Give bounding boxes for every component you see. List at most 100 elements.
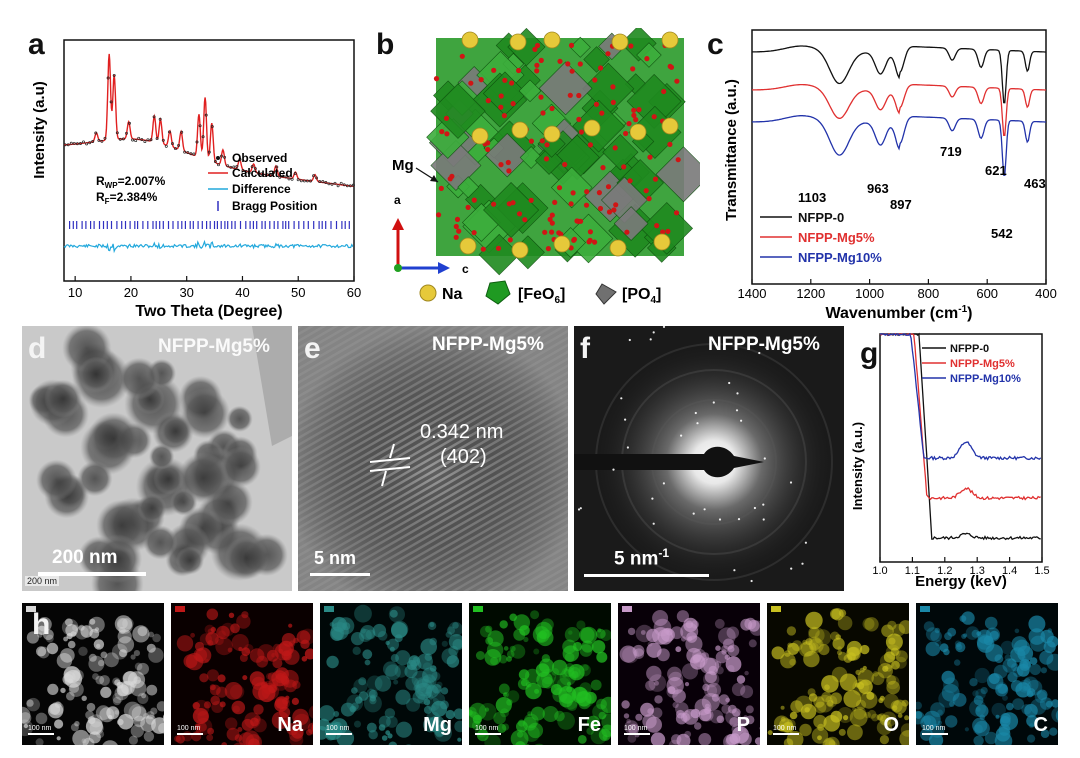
sodium-atom xyxy=(471,127,489,145)
eds-signal xyxy=(66,691,75,701)
ftir-tick-label: 1400 xyxy=(738,286,767,301)
eds-signal xyxy=(876,719,892,736)
oxygen-atom xyxy=(507,237,513,243)
eds-signal xyxy=(362,649,373,660)
eds-signal xyxy=(133,715,146,728)
eds-signal xyxy=(394,664,408,678)
xrd-observed-point xyxy=(198,124,202,128)
eds-signal xyxy=(892,623,905,637)
legend-calculated: Calculated xyxy=(232,166,293,180)
eds-signal xyxy=(156,701,164,712)
eds-signal xyxy=(128,735,138,745)
eds-signal xyxy=(984,731,998,745)
eds-signal xyxy=(718,627,736,645)
panel-label-a: a xyxy=(28,28,45,61)
eds-signal xyxy=(88,655,105,672)
sodium-atom xyxy=(461,31,479,49)
oxygen-atom xyxy=(596,190,602,196)
oxygen-atom xyxy=(567,92,573,98)
eds-signal xyxy=(860,644,870,655)
rwp-stat: RWP=2.007% xyxy=(96,174,166,190)
eels-xlabel: Energy (keV) xyxy=(915,573,1007,590)
ftir-tick-label: 600 xyxy=(976,286,998,301)
xrd-observed-point xyxy=(296,178,300,182)
eds-signal xyxy=(1040,667,1047,674)
eds-signal xyxy=(1004,654,1012,662)
eds-signal xyxy=(600,696,611,714)
eds-signal xyxy=(1049,727,1058,736)
polyhedron xyxy=(655,146,700,203)
tem-particle xyxy=(224,536,269,580)
eds-signal xyxy=(895,650,908,663)
eds-signal xyxy=(123,701,142,719)
eds-signal xyxy=(578,664,591,677)
eds-map-scale-bar xyxy=(624,733,650,735)
eds-signal xyxy=(698,733,712,745)
xrd-observed-point xyxy=(309,179,312,183)
xrd-observed-point xyxy=(247,171,251,175)
eds-map-scale-bar xyxy=(28,733,54,735)
eds-signal xyxy=(374,675,392,692)
eds-signal xyxy=(971,629,980,638)
eds-signal xyxy=(453,708,462,720)
eds-signal xyxy=(72,669,84,682)
oxygen-atom xyxy=(592,239,598,245)
eds-signal xyxy=(838,728,846,736)
eds-signal xyxy=(995,714,1000,719)
eds-signal xyxy=(391,620,409,638)
xrd-observed-points xyxy=(63,73,355,188)
eds-signal xyxy=(562,668,569,675)
eds-signal xyxy=(299,628,313,645)
eds-signal xyxy=(381,735,388,741)
xrd-observed-point xyxy=(275,165,279,169)
xrd-observed-point xyxy=(109,100,113,104)
eds-map-scale-label: 100 nm xyxy=(922,725,946,732)
oxygen-atom xyxy=(552,199,558,205)
eds-signal xyxy=(619,645,637,663)
eds-signal xyxy=(395,689,411,705)
xrd-observed-point xyxy=(259,172,263,176)
eds-signal xyxy=(26,631,39,644)
eds-signal xyxy=(422,662,432,671)
eds-signal xyxy=(557,712,575,730)
tem-particle xyxy=(160,415,192,447)
saed-scale-bar xyxy=(584,574,709,577)
eds-signal xyxy=(1000,640,1015,655)
eds-signal xyxy=(721,645,729,653)
eds-signal xyxy=(60,687,66,694)
eds-signal xyxy=(685,620,694,629)
diffraction-spot xyxy=(740,419,743,422)
xrd-observed-point xyxy=(177,143,181,147)
eds-signal xyxy=(238,646,243,652)
eds-signal xyxy=(209,684,221,696)
eds-signal xyxy=(859,667,865,673)
tem-particle xyxy=(220,446,261,488)
eds-signal xyxy=(69,683,80,693)
eds-signal xyxy=(490,657,499,666)
eds-signal xyxy=(388,606,405,623)
eds-signal xyxy=(897,713,903,718)
xrd-observed-point xyxy=(131,138,135,142)
xrd-observed-point xyxy=(244,170,248,173)
diffraction-spot xyxy=(758,351,761,355)
diffraction-spot xyxy=(579,507,582,510)
eds-map-element-label: C xyxy=(1033,714,1048,736)
eds-map-tag xyxy=(26,606,36,612)
oxygen-atom xyxy=(623,130,629,137)
eds-signal xyxy=(377,631,388,641)
eds-signal xyxy=(568,664,585,681)
eds-signal xyxy=(876,714,883,721)
eds-signal xyxy=(446,626,455,635)
eds-signal xyxy=(495,697,512,714)
hrtem-plane: (402) xyxy=(440,446,487,468)
eds-signal xyxy=(554,710,565,722)
tem-d-title: NFPP-Mg5% xyxy=(158,336,270,357)
xrd-observed-point xyxy=(174,147,177,151)
eels-ylabel: Intensity (a.u.) xyxy=(850,422,865,510)
eds-signal xyxy=(672,701,679,709)
eds-signal xyxy=(46,642,59,655)
eds-signal xyxy=(47,683,59,695)
oxygen-atom xyxy=(540,110,546,116)
panel-label-b: b xyxy=(376,28,395,61)
eds-signal xyxy=(252,718,267,733)
